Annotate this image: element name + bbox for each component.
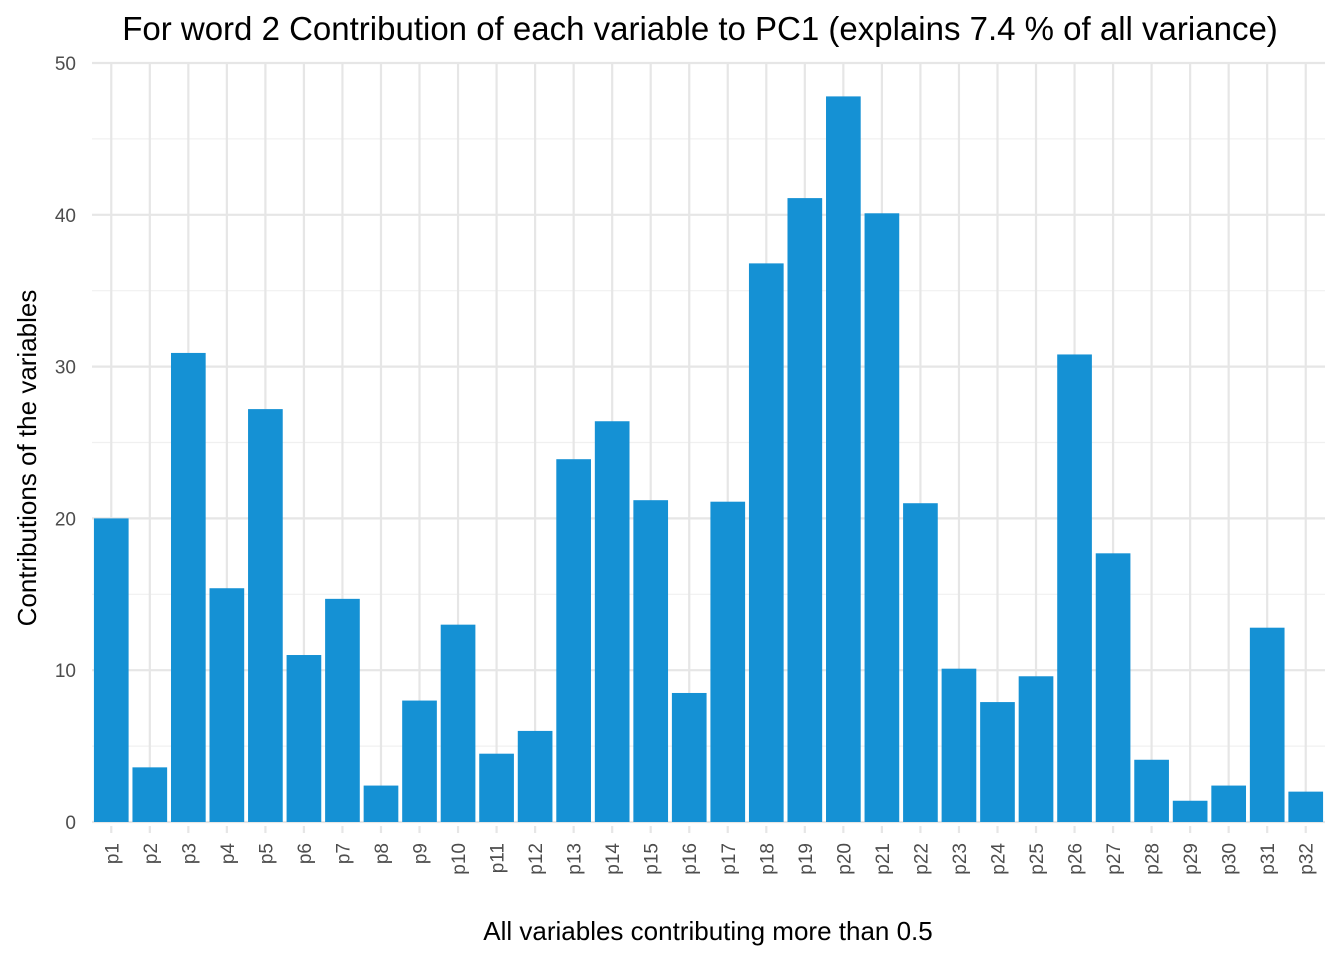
bars xyxy=(93,96,1324,823)
x-tick-label: p32 xyxy=(1297,843,1318,875)
y-tick-label: 20 xyxy=(55,509,76,530)
x-tick-label: p7 xyxy=(333,843,354,864)
bar-p3 xyxy=(170,352,206,822)
x-tick-label: p22 xyxy=(911,843,932,875)
y-axis-ticks: 0 10 20 30 40 50 xyxy=(55,54,76,834)
x-tick-label: p1 xyxy=(102,843,123,864)
bar-p2 xyxy=(132,767,168,822)
x-tick-label: p25 xyxy=(1027,843,1048,875)
bar-p18 xyxy=(748,263,784,823)
x-tick-label: p19 xyxy=(796,843,817,875)
bar-p15 xyxy=(633,500,669,822)
bar-p13 xyxy=(556,459,591,822)
x-tick-label: p24 xyxy=(988,843,1009,875)
x-tick-label: p17 xyxy=(719,843,740,875)
y-tick-label: 0 xyxy=(65,813,76,834)
bar-p26 xyxy=(1057,354,1092,822)
x-tick-label: p5 xyxy=(256,843,277,864)
bar-p4 xyxy=(209,588,245,822)
bar-p12 xyxy=(517,730,553,822)
bar-p20 xyxy=(826,96,861,823)
x-tick-label: p9 xyxy=(411,843,432,864)
x-tick-label: p13 xyxy=(565,843,586,875)
x-tick-label: p20 xyxy=(834,843,855,875)
bar-p11 xyxy=(479,753,514,822)
x-tick-label: p8 xyxy=(372,843,393,864)
x-tick-label: p2 xyxy=(141,843,162,864)
bar-p24 xyxy=(980,702,1015,822)
bar-p9 xyxy=(402,700,437,822)
bar-p28 xyxy=(1134,759,1169,822)
x-tick-label: p14 xyxy=(603,843,624,875)
bar-p10 xyxy=(440,624,476,822)
bar-p30 xyxy=(1211,785,1247,822)
x-tick-label: p12 xyxy=(526,843,547,875)
x-tick-label: p4 xyxy=(218,843,239,865)
x-tick-label: p23 xyxy=(950,843,971,875)
chart-title: For word 2 Contribution of each variable… xyxy=(122,10,1278,47)
x-tick-label: p29 xyxy=(1181,843,1202,875)
bar-p6 xyxy=(286,655,322,822)
bar-p7 xyxy=(325,598,360,822)
y-tick-label: 50 xyxy=(55,54,76,75)
y-axis-title: Contributions of the variables xyxy=(12,290,42,627)
bar-p32 xyxy=(1288,791,1324,822)
x-axis-ticks: p1 p2 p3 p4 p5 p6 p7 p8 p9 p10 p11 p12 p13 p14 p15 p16 p… xyxy=(102,826,1318,875)
x-tick-label: p16 xyxy=(680,843,701,875)
y-tick-label: 30 xyxy=(55,358,76,379)
x-tick-label: p18 xyxy=(757,843,778,875)
bar-p22 xyxy=(903,503,938,822)
x-tick-label: p10 xyxy=(449,843,470,875)
bar-p14 xyxy=(594,421,630,822)
bar-p8 xyxy=(363,785,399,822)
y-tick-label: 10 xyxy=(55,661,76,682)
bar-p1 xyxy=(93,518,129,822)
bar-p16 xyxy=(671,692,707,822)
bar-p17 xyxy=(710,501,746,822)
bar-p29 xyxy=(1172,800,1208,822)
x-tick-label: p30 xyxy=(1220,843,1241,875)
bar-p21 xyxy=(864,213,900,823)
bar-p27 xyxy=(1095,553,1131,822)
x-tick-label: p15 xyxy=(642,843,663,875)
x-tick-label: p6 xyxy=(295,843,316,864)
bar-p31 xyxy=(1249,627,1285,822)
bar-p19 xyxy=(787,198,823,823)
x-tick-label: p27 xyxy=(1104,843,1125,875)
x-axis-title: All variables contributing more than 0.5 xyxy=(483,916,932,946)
bar-p25 xyxy=(1018,676,1054,822)
x-tick-label: p26 xyxy=(1066,843,1087,875)
x-tick-label: p21 xyxy=(873,843,894,875)
x-tick-label: p31 xyxy=(1258,843,1279,875)
x-tick-label: p11 xyxy=(488,843,509,873)
x-tick-label: p3 xyxy=(179,843,200,864)
y-tick-label: 40 xyxy=(55,206,76,227)
bar-p5 xyxy=(248,409,283,822)
bar-p23 xyxy=(941,668,977,822)
x-tick-label: p28 xyxy=(1143,843,1164,875)
